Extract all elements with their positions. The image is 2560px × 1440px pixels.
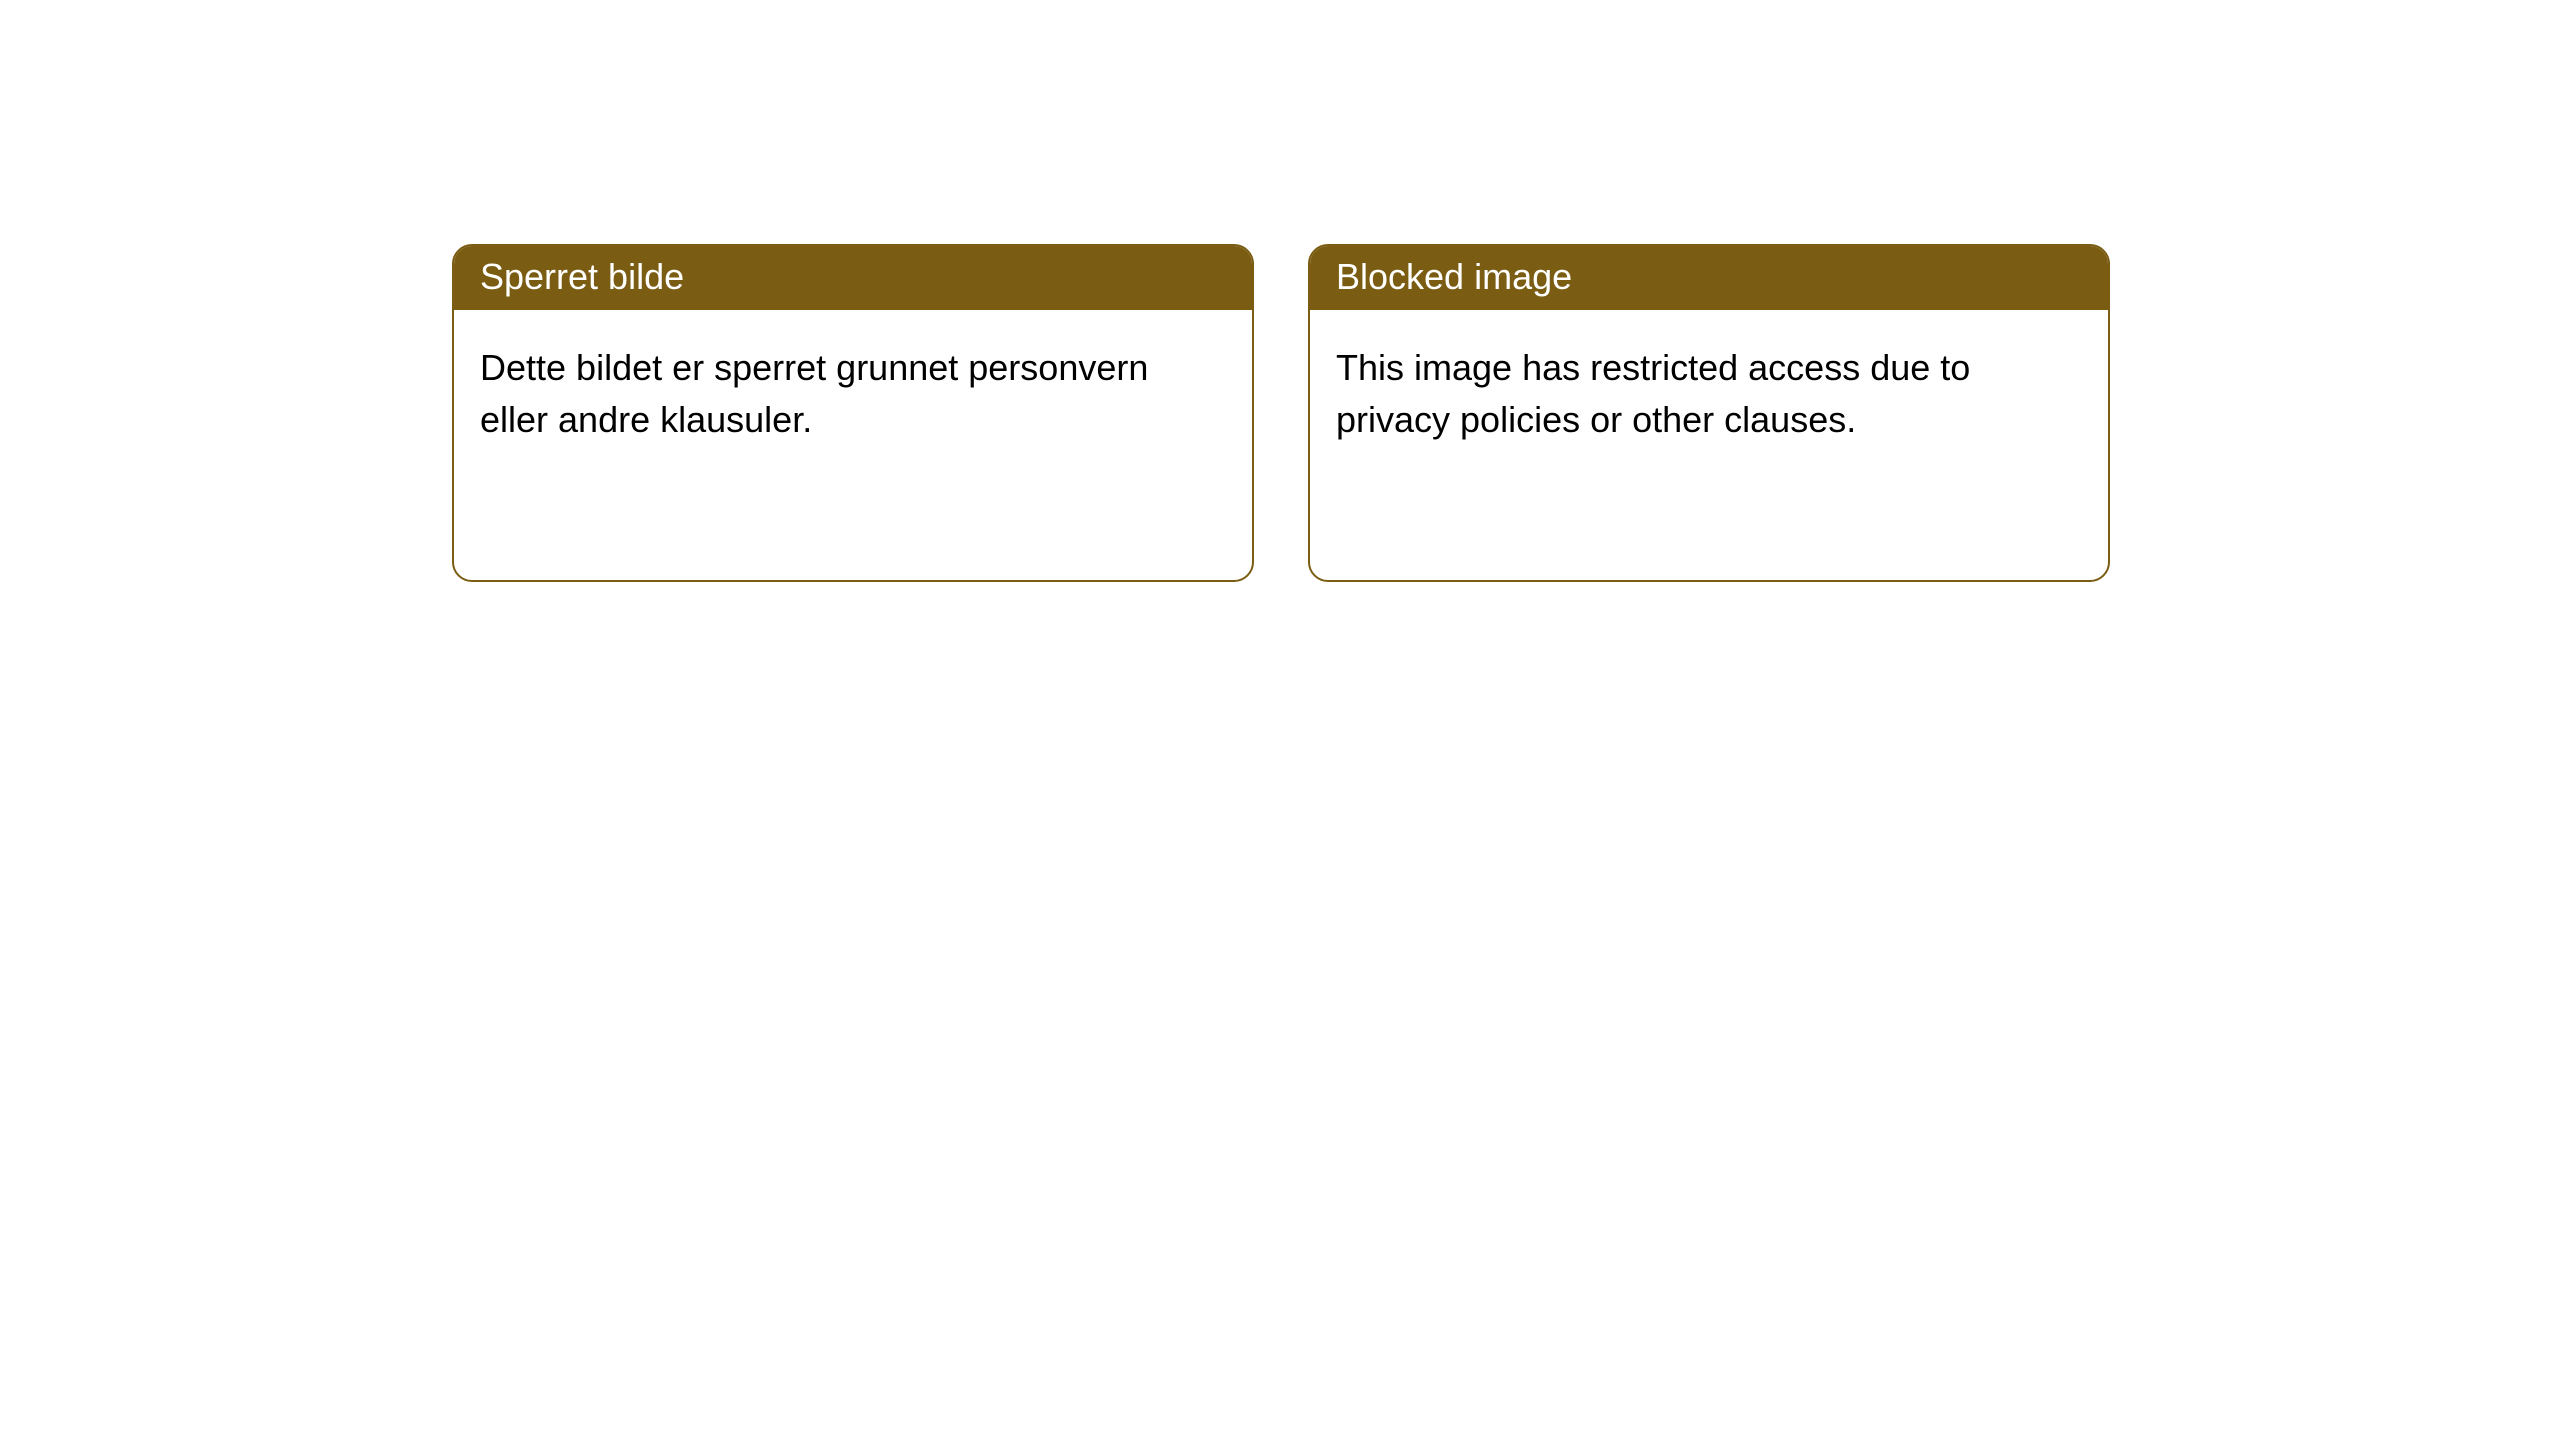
notice-body: This image has restricted access due to … — [1310, 310, 2108, 580]
notice-card-english: Blocked image This image has restricted … — [1308, 244, 2110, 582]
notice-card-norwegian: Sperret bilde Dette bildet er sperret gr… — [452, 244, 1254, 582]
notice-title: Blocked image — [1310, 246, 2108, 310]
notice-container: Sperret bilde Dette bildet er sperret gr… — [0, 0, 2560, 582]
notice-title: Sperret bilde — [454, 246, 1252, 310]
notice-body: Dette bildet er sperret grunnet personve… — [454, 310, 1252, 580]
